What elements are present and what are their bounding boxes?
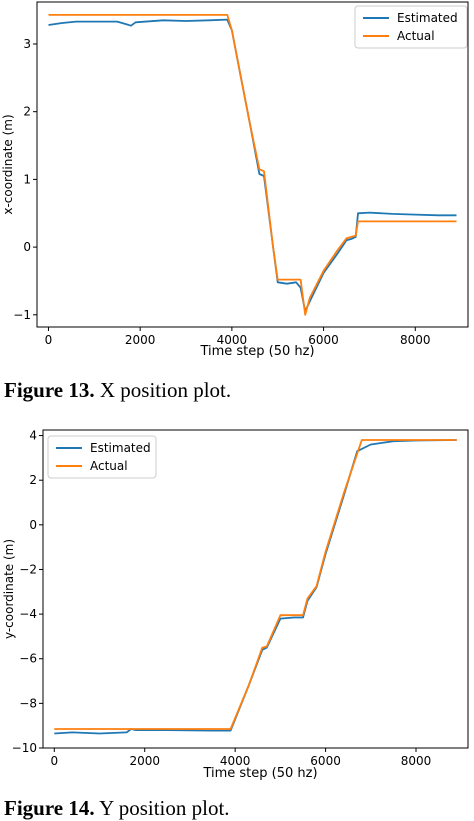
y-ytick-label-0: −10 [12, 741, 37, 755]
figure-14-label: Figure 14. [4, 796, 95, 820]
x-xtick-label-0: 0 [45, 333, 53, 347]
y-xtick-label-6000: 6000 [310, 754, 341, 768]
y-position-chart: 0 2000 4000 6000 8000 −10 −8 −6 −4 −2 0 2 4 Time step… [2, 429, 469, 781]
y-ytick-label-4: −2 [19, 562, 37, 576]
y-legend-label-actual: Actual [90, 459, 128, 473]
y-legend-label-estimated: Estimated [90, 441, 151, 455]
x-position-chart: 0 2000 4000 6000 8000 −1 0 1 2 3 Time step (50 hz)… [1, 1, 469, 359]
x-ytick-label-0: −1 [13, 308, 31, 322]
y-ytick-label-3: −4 [19, 607, 37, 621]
y-xtick-label-8000: 8000 [401, 754, 432, 768]
y-ytick-label-1: −8 [19, 696, 37, 710]
figure-14-text: Y position plot. [94, 796, 230, 820]
x-xtick-label-4000: 4000 [217, 333, 248, 347]
y-xtick-label-0: 0 [50, 754, 58, 768]
x-xtick-label-6000: 6000 [308, 333, 339, 347]
y-ytick-label-6: 2 [29, 473, 37, 487]
x-ytick-label-4: 3 [23, 37, 31, 51]
y-xtick-label-4000: 4000 [220, 754, 251, 768]
y-series-estimated-line [54, 439, 457, 735]
x-axis-xlabel: Time step (50 hz) [199, 344, 314, 359]
x-legend-label-estimated: Estimated [397, 11, 458, 25]
y-ytick-label-5: 0 [29, 518, 37, 532]
x-series-actual-line [48, 13, 457, 316]
x-series-estimated-line [48, 18, 457, 313]
x-axis-ylabel: x-coordinate (m) [1, 114, 15, 214]
y-xtick-label-2000: 2000 [129, 754, 160, 768]
x-ytick-label-1: 0 [23, 240, 31, 254]
x-ytick-label-2: 1 [23, 172, 31, 186]
y-ytick-label-2: −6 [19, 652, 37, 666]
figure-14-caption: Figure 14. Y position plot. [4, 796, 230, 821]
figure-13-caption: Figure 13. X position plot. [4, 378, 231, 403]
figure-13-text: X position plot. [94, 378, 232, 402]
y-ytick-label-7: 4 [29, 429, 37, 443]
y-series-actual-line [54, 439, 457, 730]
x-plot-frame [36, 1, 469, 328]
x-ytick-label-3: 2 [23, 105, 31, 119]
x-legend-box [354, 5, 468, 49]
x-xtick-label-8000: 8000 [400, 333, 431, 347]
figure-13-label: Figure 13. [4, 378, 95, 402]
y-legend-box [47, 435, 157, 479]
x-legend-label-actual: Actual [397, 29, 435, 43]
y-axis-ylabel: y-coordinate (m) [2, 539, 16, 639]
y-plot-frame [42, 429, 469, 749]
x-xtick-label-2000: 2000 [125, 333, 156, 347]
y-axis-xlabel: Time step (50 hz) [202, 766, 317, 781]
